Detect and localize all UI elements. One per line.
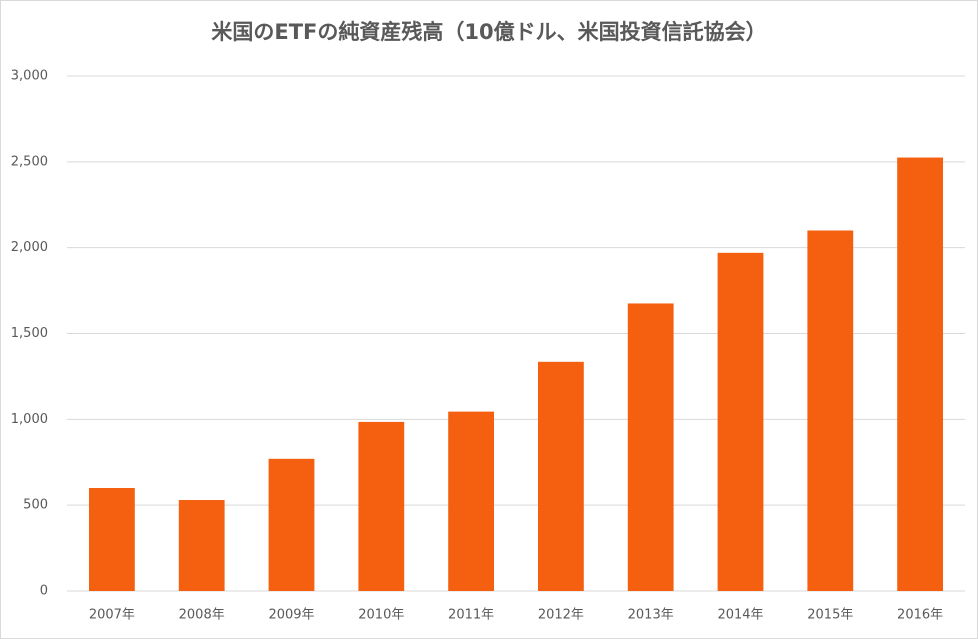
bar (807, 230, 854, 591)
y-tick-label: 2,000 (11, 240, 48, 255)
y-tick-label: 2,500 (11, 154, 48, 169)
bar (89, 488, 135, 591)
x-tick-label: 2012年 (538, 608, 584, 623)
x-tick-label: 2016年 (897, 608, 943, 623)
y-tick-label: 1,000 (11, 412, 48, 427)
y-tick-label: 0 (40, 584, 48, 599)
bar (448, 411, 494, 591)
bar (627, 303, 674, 591)
y-tick-label: 500 (23, 498, 48, 513)
bar (358, 421, 405, 591)
bar (717, 252, 764, 592)
x-tick-label: 2007年 (89, 608, 135, 623)
x-tick-label: 2009年 (268, 608, 314, 623)
x-tick-label: 2010年 (358, 608, 404, 623)
x-tick-label: 2013年 (628, 608, 674, 623)
bar (178, 500, 225, 591)
x-tick-label: 2015年 (807, 608, 853, 623)
bar (897, 157, 943, 591)
y-tick-label: 1,500 (11, 326, 48, 341)
bar (538, 361, 584, 591)
x-tick-label: 2011年 (448, 608, 494, 623)
x-tick-label: 2014年 (717, 608, 763, 623)
bar (268, 458, 315, 591)
x-tick-label: 2008年 (179, 608, 225, 623)
chart-title: 米国のETFの純資産残高（10億ドル、米国投資信託協会） (211, 20, 766, 44)
y-tick-label: 3,000 (11, 69, 48, 84)
